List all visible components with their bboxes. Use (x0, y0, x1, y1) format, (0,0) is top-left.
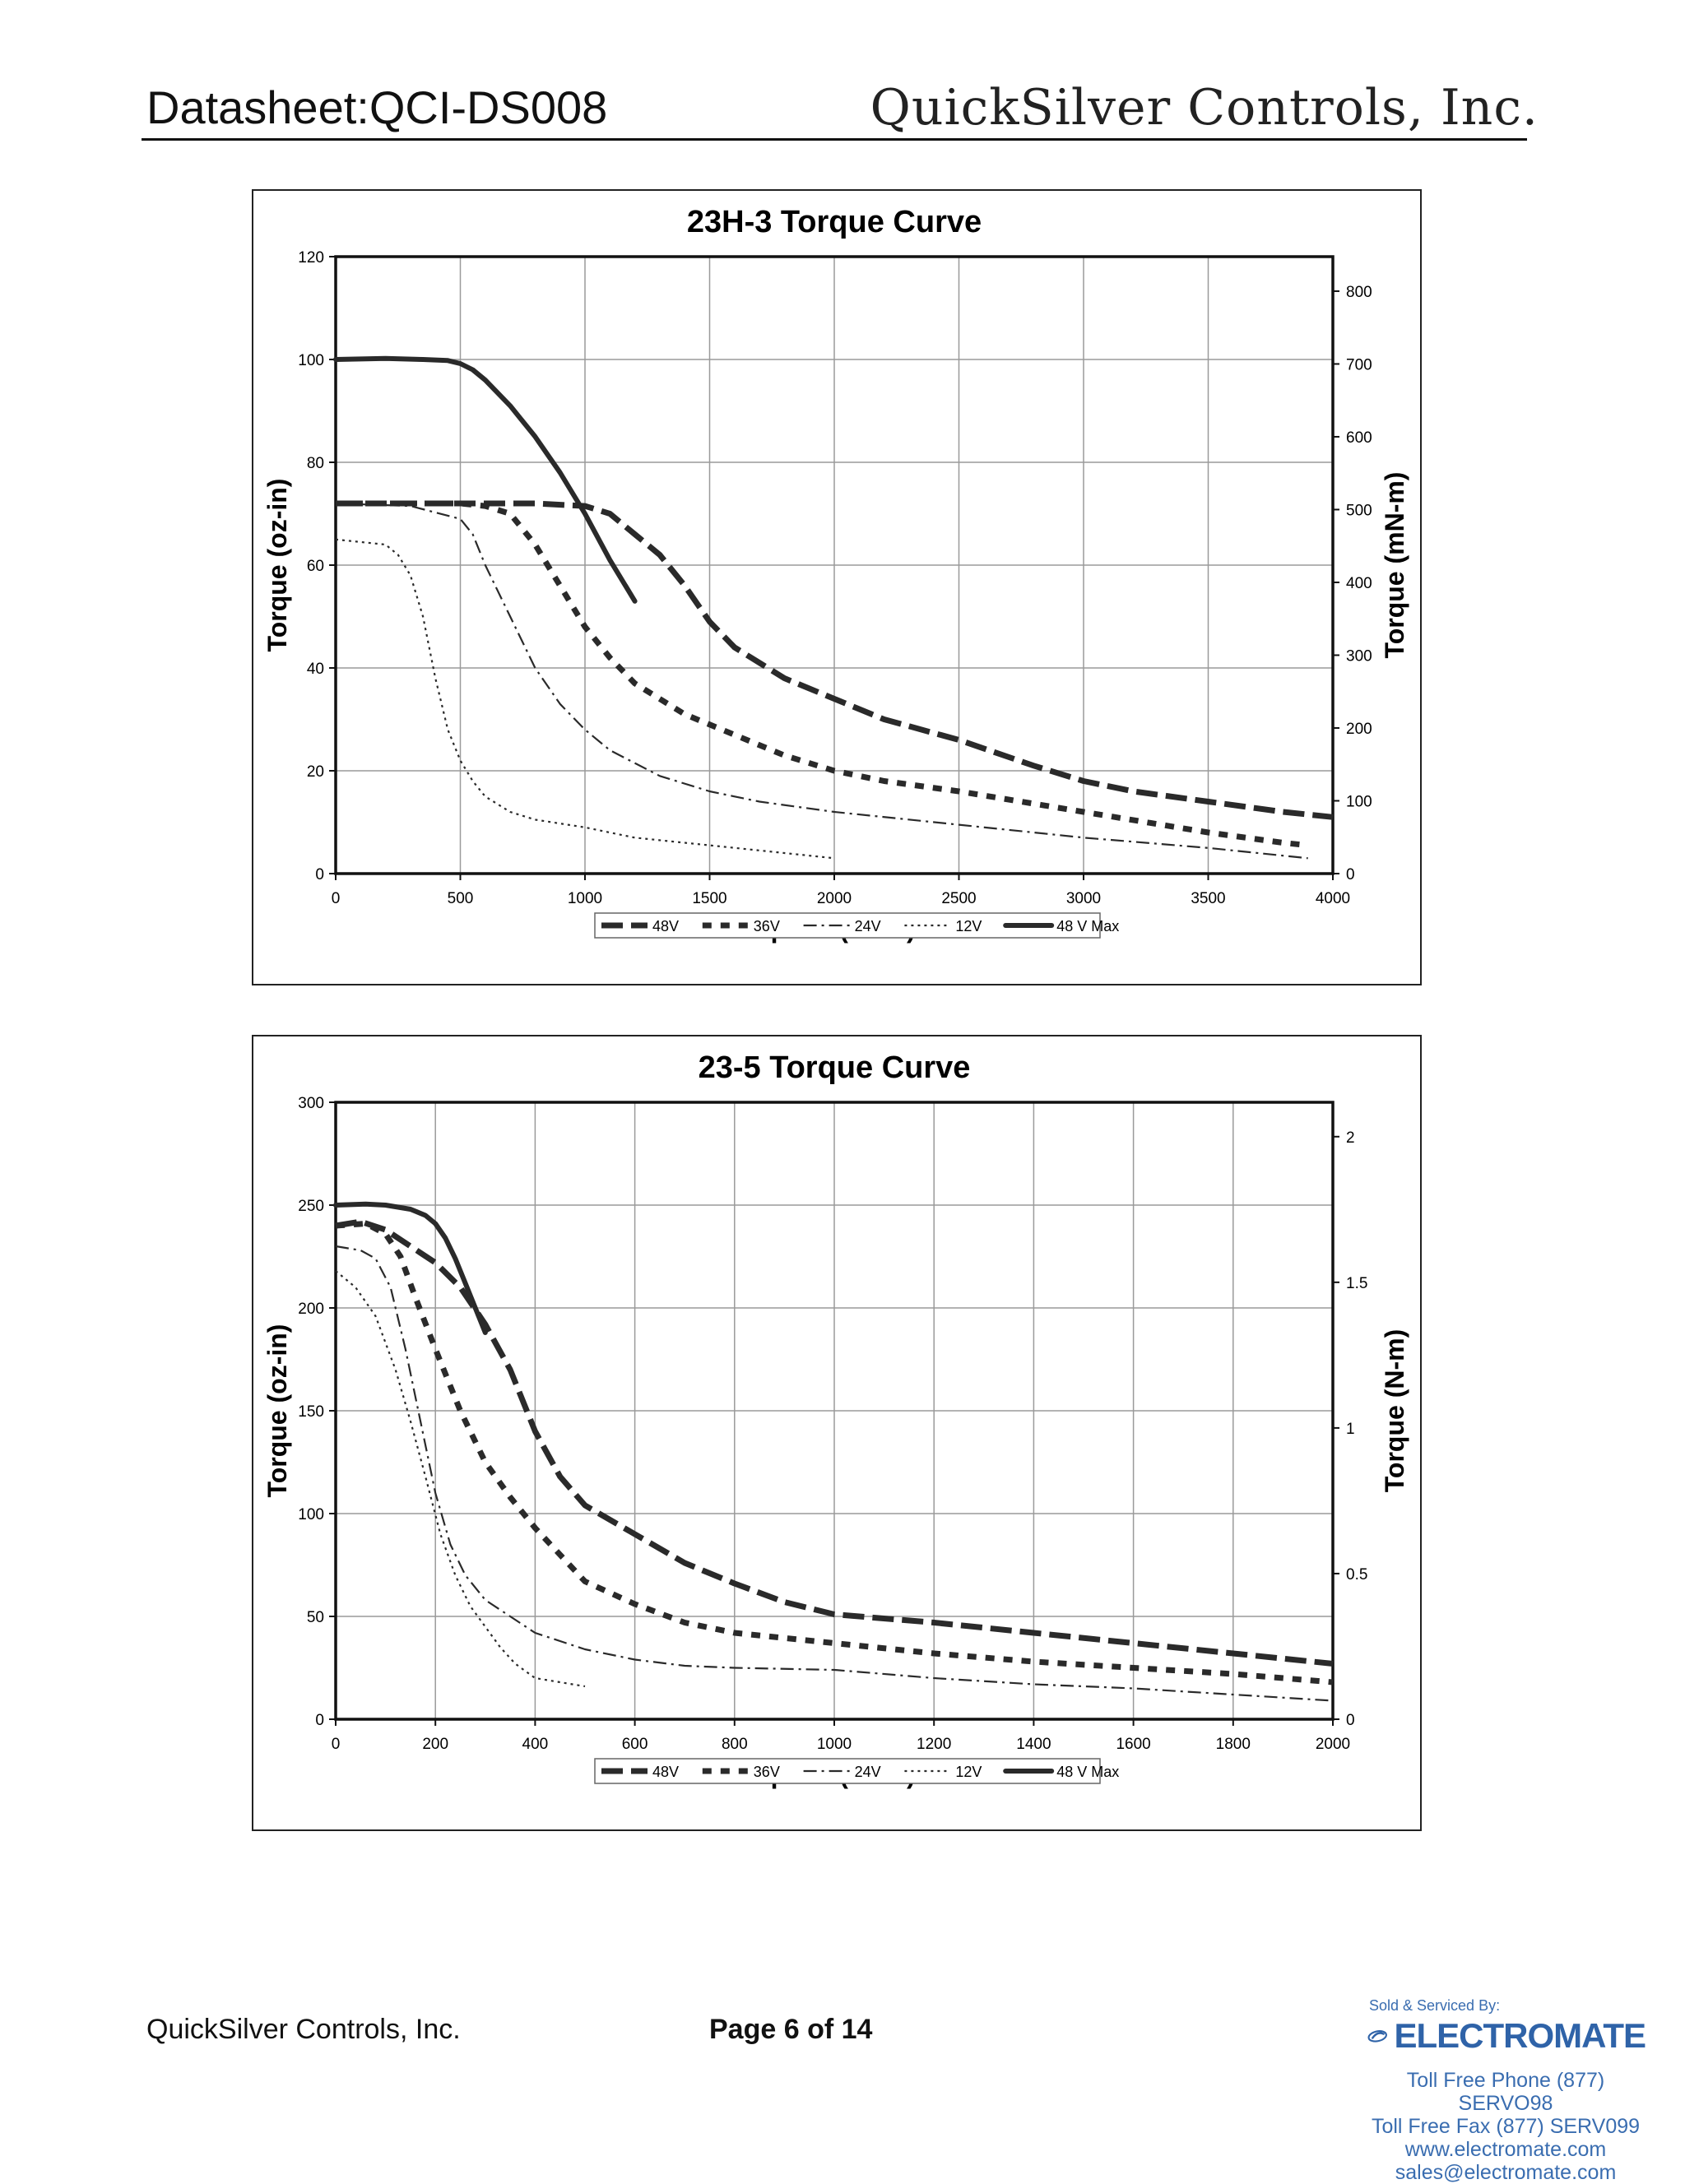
chart0-ylabel: Torque (oz-in) (262, 479, 292, 652)
chart0-ytick-label: 120 (298, 249, 324, 267)
chart1-xtick-label: 600 (622, 1736, 648, 1753)
vendor-sold-by: Sold & Serviced By: (1369, 1997, 1501, 2014)
chart1-series-group (333, 1201, 1334, 1702)
chart0-series-48v (336, 500, 1334, 820)
header-document-id: Datasheet:QCI-DS008 (146, 81, 608, 133)
chart0-ytick-label: 80 (307, 455, 324, 472)
chart0-y2tick-label: 500 (1346, 502, 1372, 519)
chart1-series-48v (335, 1218, 1334, 1667)
chart0-y2tick-label: 200 (1346, 721, 1372, 738)
chart1-y2label: Torque (N-m) (1380, 1329, 1409, 1492)
vendor-fax: Toll Free Fax (877) SERV099 (1371, 2115, 1641, 2138)
chart0-y2label: Torque (mN-m) (1380, 472, 1409, 659)
chart0-legend-label: 48V (652, 918, 679, 934)
chart0-series-max (333, 355, 638, 604)
chart1-legend-label: 48V (652, 1764, 679, 1780)
chart1-y2tick-label: 0 (1346, 1712, 1355, 1729)
chart1-legend-label: 36V (754, 1764, 780, 1780)
chart1-xtick-label: 1400 (1016, 1736, 1051, 1753)
chart0-title: 23H-3 Torque Curve (687, 205, 982, 239)
chart1-series-12v (335, 1270, 586, 1688)
vendor-email-link[interactable]: sales@electromate.com (1395, 2161, 1617, 2184)
chart0-legend-label: 48 V Max (1056, 918, 1119, 934)
chart0-y2tick-label: 700 (1346, 356, 1372, 373)
footer-company: QuickSilver Controls, Inc. (146, 2014, 461, 2045)
chart0-series-12v (335, 538, 835, 860)
chart0-xtick-label: 3000 (1066, 890, 1101, 907)
chart1-y2tick-label: 1.5 (1346, 1275, 1367, 1292)
vendor-phone: Toll Free Phone (877) SERVO98 (1406, 2069, 1605, 2115)
chart0-legend-label: 36V (754, 918, 780, 934)
chart0-ytick-label: 20 (307, 763, 324, 781)
chart1-xtick-label: 800 (722, 1736, 748, 1753)
chart1-y2tick-label: 2 (1346, 1129, 1355, 1147)
chart1-grid (335, 1101, 1334, 1720)
chart0-ytick-label: 40 (307, 661, 324, 678)
chart0-xtick-label: 2500 (941, 890, 976, 907)
chart0-xtick-label: 2000 (817, 890, 852, 907)
chart1-ytick-label: 300 (298, 1095, 324, 1112)
chart1-legend-label: 12V (955, 1764, 982, 1780)
chart1-ytick-label: 0 (315, 1712, 324, 1729)
chart0-y2tick-label: 400 (1346, 575, 1372, 592)
chart1-xtick-label: 0 (332, 1736, 341, 1753)
chart1-xtick-label: 400 (522, 1736, 549, 1753)
vendor-logo[interactable]: ELECTROMATE (1366, 2016, 1646, 2056)
chart0-y2tick-label: 800 (1346, 284, 1372, 301)
chart1-ytick-label: 150 (298, 1403, 324, 1421)
chart-23h-3-frame: 23H-3 Torque Curve 0 500 1000 1500 2000 2500 30… (252, 189, 1422, 985)
vendor-website-link[interactable]: www.electromate.com (1404, 2138, 1607, 2161)
chart0-xtick-label: 1000 (568, 890, 602, 907)
chart0-y2tick-label: 600 (1346, 429, 1372, 447)
chart1-xtick-label: 200 (422, 1736, 448, 1753)
chart1-xtick-label: 2000 (1316, 1736, 1350, 1753)
chart1-series-max (333, 1201, 488, 1335)
chart0-legend-label: 24V (855, 918, 881, 934)
chart0-y2tick-label: 100 (1346, 793, 1372, 810)
chart1-xtick-label: 1600 (1116, 1736, 1150, 1753)
chart1-y2tick-label: 0.5 (1346, 1566, 1367, 1584)
chart1-title: 23-5 Torque Curve (699, 1050, 971, 1085)
chart1-xtick-label: 1800 (1216, 1736, 1251, 1753)
chart0-legend-label: 12V (955, 918, 982, 934)
chart1-ytick-label: 200 (298, 1301, 324, 1318)
chart0-series-36v (336, 500, 1309, 849)
chart1-xtick-label: 1000 (817, 1736, 852, 1753)
electromate-swoosh-logo-icon (1367, 2030, 1387, 2043)
chart0-series-24v (335, 502, 1308, 860)
chart0-ytick-label: 60 (307, 558, 324, 575)
chart0-xtick-label: 1500 (692, 890, 726, 907)
chart0-y2tick-label: 0 (1346, 866, 1355, 883)
chart0-xtick-label: 4000 (1316, 890, 1350, 907)
footer-page-number: Page 6 of 14 (709, 2014, 873, 2045)
chart1-ytick-label: 50 (307, 1609, 324, 1626)
chart1-ytick-label: 100 (298, 1506, 324, 1523)
chart0-xtick-label: 3500 (1191, 890, 1225, 907)
chart-23-5-frame: 23-5 Torque Curve 0 200 400 600 800 1000 1200 14… (252, 1035, 1422, 1831)
chart1-y2tick-label: 1 (1346, 1421, 1355, 1438)
chart1-series-24v (335, 1245, 1334, 1702)
chart0-ytick-label: 100 (298, 352, 324, 369)
vendor-block: Sold & Serviced By: ELECTROMATE Toll Fre… (1366, 1997, 1646, 2184)
chart0-y2tick-label: 300 (1346, 647, 1372, 665)
chart1-legend-label: 48 V Max (1056, 1764, 1119, 1780)
header-company-name: QuickSilver Controls, Inc. (870, 79, 1539, 137)
chart1-legend-label: 24V (855, 1764, 881, 1780)
chart0-legend: 48V 36V 24V 12V 48 V Max (594, 912, 1119, 939)
chart1-legend: 48V 36V 24V 12V 48 V Max (594, 1758, 1119, 1784)
chart1-ylabel: Torque (oz-in) (262, 1324, 292, 1498)
chart1-ytick-label: 250 (298, 1198, 324, 1215)
chart1-xtick-label: 1200 (917, 1736, 951, 1753)
vendor-name: ELECTROMATE (1394, 2016, 1646, 2055)
chart0-xtick-label: 500 (448, 890, 474, 907)
chart0-series-group (333, 355, 1334, 860)
chart0-xtick-label: 0 (332, 890, 341, 907)
chart1-series-36v (335, 1221, 1334, 1686)
header-divider (142, 138, 1527, 141)
chart0-ytick-label: 0 (315, 866, 324, 883)
